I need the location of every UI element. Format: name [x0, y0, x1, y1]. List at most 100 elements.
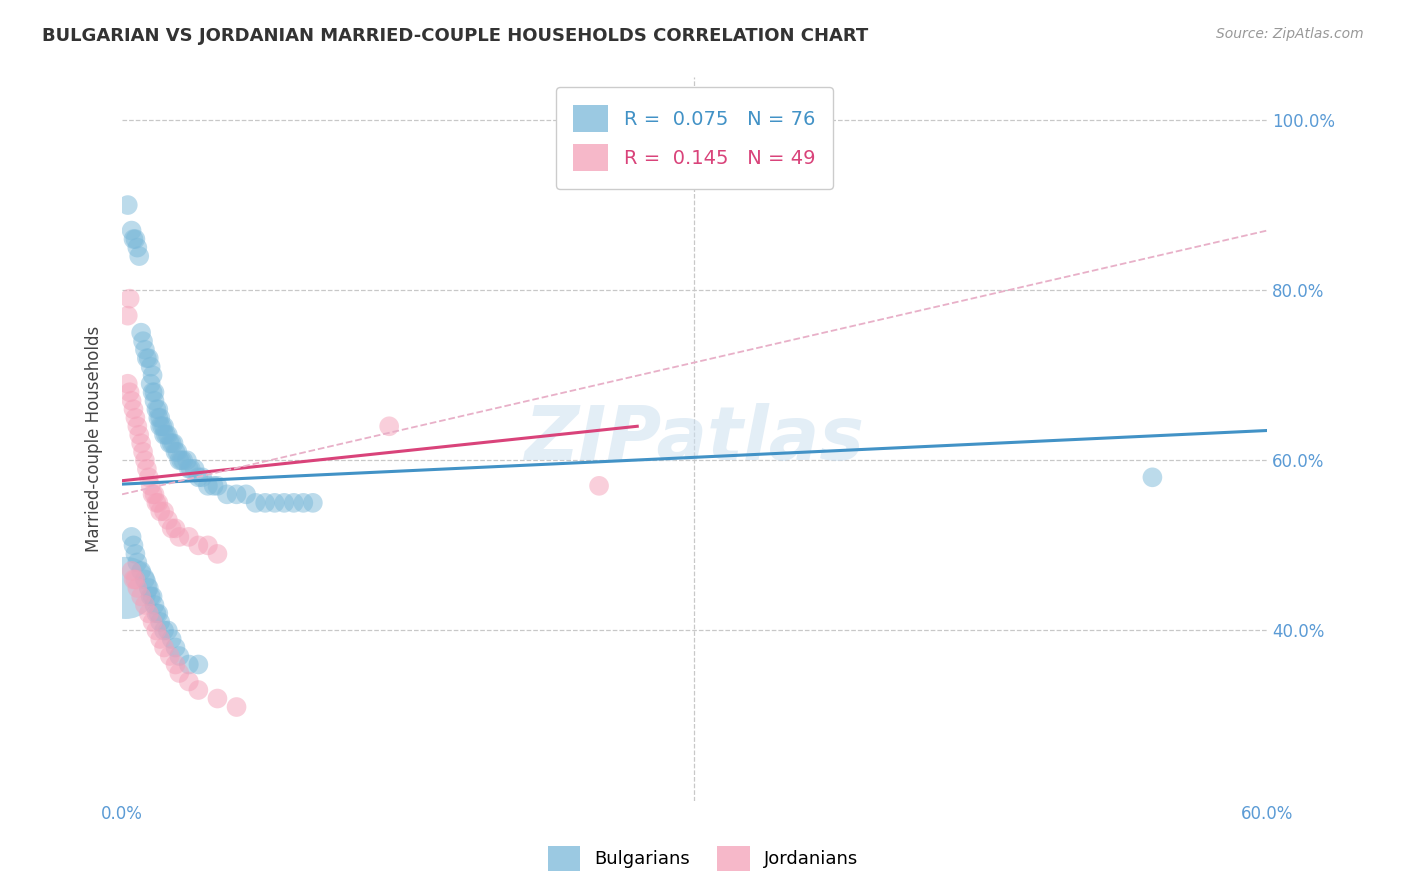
Point — [138, 581, 160, 595]
Point — [166, 444, 188, 458]
Point — [145, 607, 167, 621]
Point — [254, 496, 277, 510]
Point — [149, 615, 172, 629]
Point — [134, 453, 156, 467]
Text: BULGARIAN VS JORDANIAN MARRIED-COUPLE HOUSEHOLDS CORRELATION CHART: BULGARIAN VS JORDANIAN MARRIED-COUPLE HO… — [42, 27, 869, 45]
Point — [132, 334, 155, 348]
Point — [177, 674, 200, 689]
Point — [139, 359, 162, 374]
Point — [139, 376, 162, 391]
Point — [134, 573, 156, 587]
Point — [143, 487, 166, 501]
Point — [148, 410, 170, 425]
Point — [153, 624, 176, 638]
Point — [143, 385, 166, 400]
Point — [135, 351, 157, 366]
Point — [124, 547, 146, 561]
Point — [122, 402, 145, 417]
Point — [124, 410, 146, 425]
Point — [127, 581, 149, 595]
Point — [142, 368, 165, 383]
Point — [283, 496, 305, 510]
Point — [129, 590, 152, 604]
Point — [121, 224, 143, 238]
Point — [378, 419, 401, 434]
Legend: R =  0.075   N = 76, R =  0.145   N = 49: R = 0.075 N = 76, R = 0.145 N = 49 — [555, 87, 832, 189]
Point — [117, 376, 139, 391]
Y-axis label: Married-couple Households: Married-couple Households — [86, 326, 103, 552]
Point — [145, 496, 167, 510]
Point — [177, 530, 200, 544]
Point — [153, 427, 176, 442]
Point — [292, 496, 315, 510]
Point — [143, 393, 166, 408]
Point — [215, 487, 238, 501]
Point — [207, 547, 229, 561]
Point — [128, 249, 150, 263]
Point — [135, 462, 157, 476]
Point — [153, 504, 176, 518]
Point — [117, 309, 139, 323]
Point — [225, 487, 247, 501]
Point — [1142, 470, 1164, 484]
Point — [153, 419, 176, 434]
Point — [273, 496, 295, 510]
Point — [202, 479, 225, 493]
Point — [156, 624, 179, 638]
Point — [170, 453, 193, 467]
Point — [225, 700, 247, 714]
Point — [162, 436, 184, 450]
Point — [207, 479, 229, 493]
Point — [191, 470, 214, 484]
Point — [117, 198, 139, 212]
Point — [145, 402, 167, 417]
Point — [180, 462, 202, 476]
Point — [127, 241, 149, 255]
Point — [127, 555, 149, 569]
Point — [149, 504, 172, 518]
Point — [169, 648, 191, 663]
Point — [121, 393, 143, 408]
Point — [139, 479, 162, 493]
Point — [122, 538, 145, 552]
Point — [142, 615, 165, 629]
Point — [142, 385, 165, 400]
Point — [124, 232, 146, 246]
Point — [207, 691, 229, 706]
Point — [121, 530, 143, 544]
Point — [148, 496, 170, 510]
Point — [128, 427, 150, 442]
Point — [235, 487, 257, 501]
Point — [118, 385, 141, 400]
Legend: Bulgarians, Jordanians: Bulgarians, Jordanians — [540, 838, 866, 879]
Point — [187, 657, 209, 672]
Point — [138, 470, 160, 484]
Point — [169, 530, 191, 544]
Point — [129, 326, 152, 340]
Point — [148, 607, 170, 621]
Point — [187, 470, 209, 484]
Point — [155, 427, 177, 442]
Point — [187, 538, 209, 552]
Point — [172, 453, 194, 467]
Point — [156, 513, 179, 527]
Point — [302, 496, 325, 510]
Point — [183, 462, 205, 476]
Point — [187, 683, 209, 698]
Point — [169, 665, 191, 680]
Point — [176, 453, 198, 467]
Text: ZIPatlas: ZIPatlas — [524, 402, 865, 475]
Point — [156, 427, 179, 442]
Point — [143, 598, 166, 612]
Point — [129, 564, 152, 578]
Point — [149, 632, 172, 646]
Point — [160, 632, 183, 646]
Point — [122, 573, 145, 587]
Point — [159, 436, 181, 450]
Point — [124, 573, 146, 587]
Point — [129, 436, 152, 450]
Point — [588, 479, 610, 493]
Point — [165, 521, 187, 535]
Point — [165, 444, 187, 458]
Point — [197, 538, 219, 552]
